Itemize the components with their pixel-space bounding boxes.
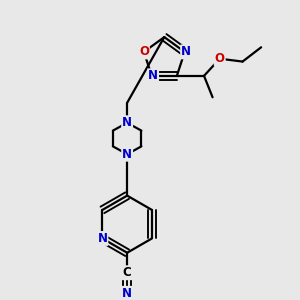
Text: N: N	[148, 69, 158, 82]
Text: C: C	[123, 266, 131, 279]
Text: N: N	[122, 116, 132, 129]
Text: N: N	[98, 232, 107, 245]
Text: N: N	[122, 148, 132, 161]
Text: N: N	[122, 287, 132, 300]
Text: O: O	[215, 52, 225, 65]
Text: O: O	[139, 45, 149, 58]
Text: N: N	[181, 45, 191, 58]
